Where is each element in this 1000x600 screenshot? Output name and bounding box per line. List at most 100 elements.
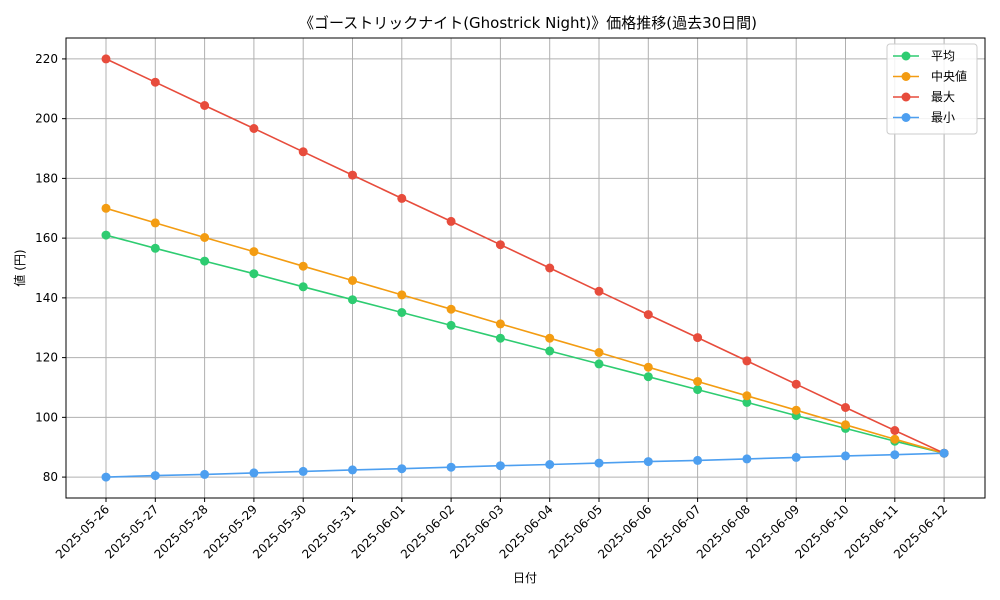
data-point [545,346,555,356]
legend-item: 最大 [893,90,955,104]
data-point [594,458,604,468]
series-line [105,234,945,454]
data-point [841,403,850,412]
data-point [397,290,407,300]
legend-swatch-marker [901,72,911,81]
y-tick-label: 200 [35,112,58,126]
data-point [200,233,210,242]
data-point [643,362,653,372]
y-tick-label: 100 [35,410,58,424]
y-tick-label: 180 [35,171,58,185]
data-point [150,218,160,228]
data-point [348,295,357,305]
legend-label: 中央値 [931,69,967,84]
data-point [101,230,111,240]
data-point [249,468,259,478]
data-point [495,461,505,471]
legend-item: 中央値 [893,69,967,84]
data-point [890,450,900,460]
data-point [742,454,752,464]
data-point [841,420,850,430]
data-point [742,356,752,366]
data-point [298,147,308,157]
data-point [791,452,801,462]
y-axis-label: 値 (円) [12,249,27,286]
series-group [101,54,949,482]
legend-swatch-marker [901,113,911,122]
y-tick-label: 120 [35,351,58,365]
data-point [150,471,160,481]
legend-label: 平均 [931,49,955,63]
data-point [298,282,308,292]
series-3 [101,448,949,482]
data-point [693,333,703,343]
x-axis-label: 日付 [513,571,537,585]
data-point [249,247,259,257]
y-tick-label: 80 [43,470,58,484]
legend-label: 最大 [931,90,955,104]
data-point [742,397,752,407]
series-line [105,58,945,454]
series-line [105,207,945,454]
data-point [545,263,555,273]
tick-labels: 2025-05-262025-05-272025-05-282025-05-29… [35,52,950,562]
data-point [495,319,505,329]
data-point [298,261,308,271]
data-point [446,304,456,314]
data-point [693,377,703,386]
data-point [397,193,407,203]
data-point [101,472,111,482]
data-point [249,124,259,133]
data-point [150,77,160,87]
data-point [693,455,703,465]
data-point [742,391,752,401]
y-tick-label: 140 [35,291,58,305]
data-point [446,216,456,226]
series-line [105,452,945,478]
data-point [446,462,456,472]
data-point [545,333,555,343]
legend-item: 平均 [893,49,955,63]
data-point [890,434,900,444]
data-point [348,276,357,285]
grid [66,38,985,498]
data-point [594,359,604,369]
data-point [545,460,555,469]
data-point [101,54,111,64]
data-point [397,308,407,317]
y-tick-label: 220 [35,52,58,66]
chart-title: 《ゴーストリックナイト(Ghostrick Night)》価格推移(過去30日間… [299,14,757,32]
data-point [841,451,850,461]
plot-frame [65,37,986,499]
data-point [791,379,801,389]
data-point [594,286,604,296]
data-point [890,426,900,435]
data-point [643,310,653,320]
series-0 [101,230,949,458]
series-1 [101,203,949,458]
data-point [791,405,801,415]
data-point [298,466,308,476]
legend-label: 最小 [931,111,955,125]
data-point [200,256,210,266]
legend-item: 最小 [893,111,955,125]
data-point [939,448,949,458]
data-point [348,465,357,475]
legend-swatch-marker [901,51,911,61]
data-point [397,464,407,474]
data-point [200,469,210,479]
data-point [643,372,653,382]
data-point [693,385,703,395]
axes [62,37,986,502]
data-point [200,101,210,110]
y-tick-label: 160 [35,231,58,245]
data-point [495,333,505,343]
data-point [348,170,357,180]
data-point [594,348,604,357]
data-point [643,457,653,467]
legend-swatch-marker [901,92,911,102]
legend-box [886,43,978,135]
data-point [101,203,111,213]
